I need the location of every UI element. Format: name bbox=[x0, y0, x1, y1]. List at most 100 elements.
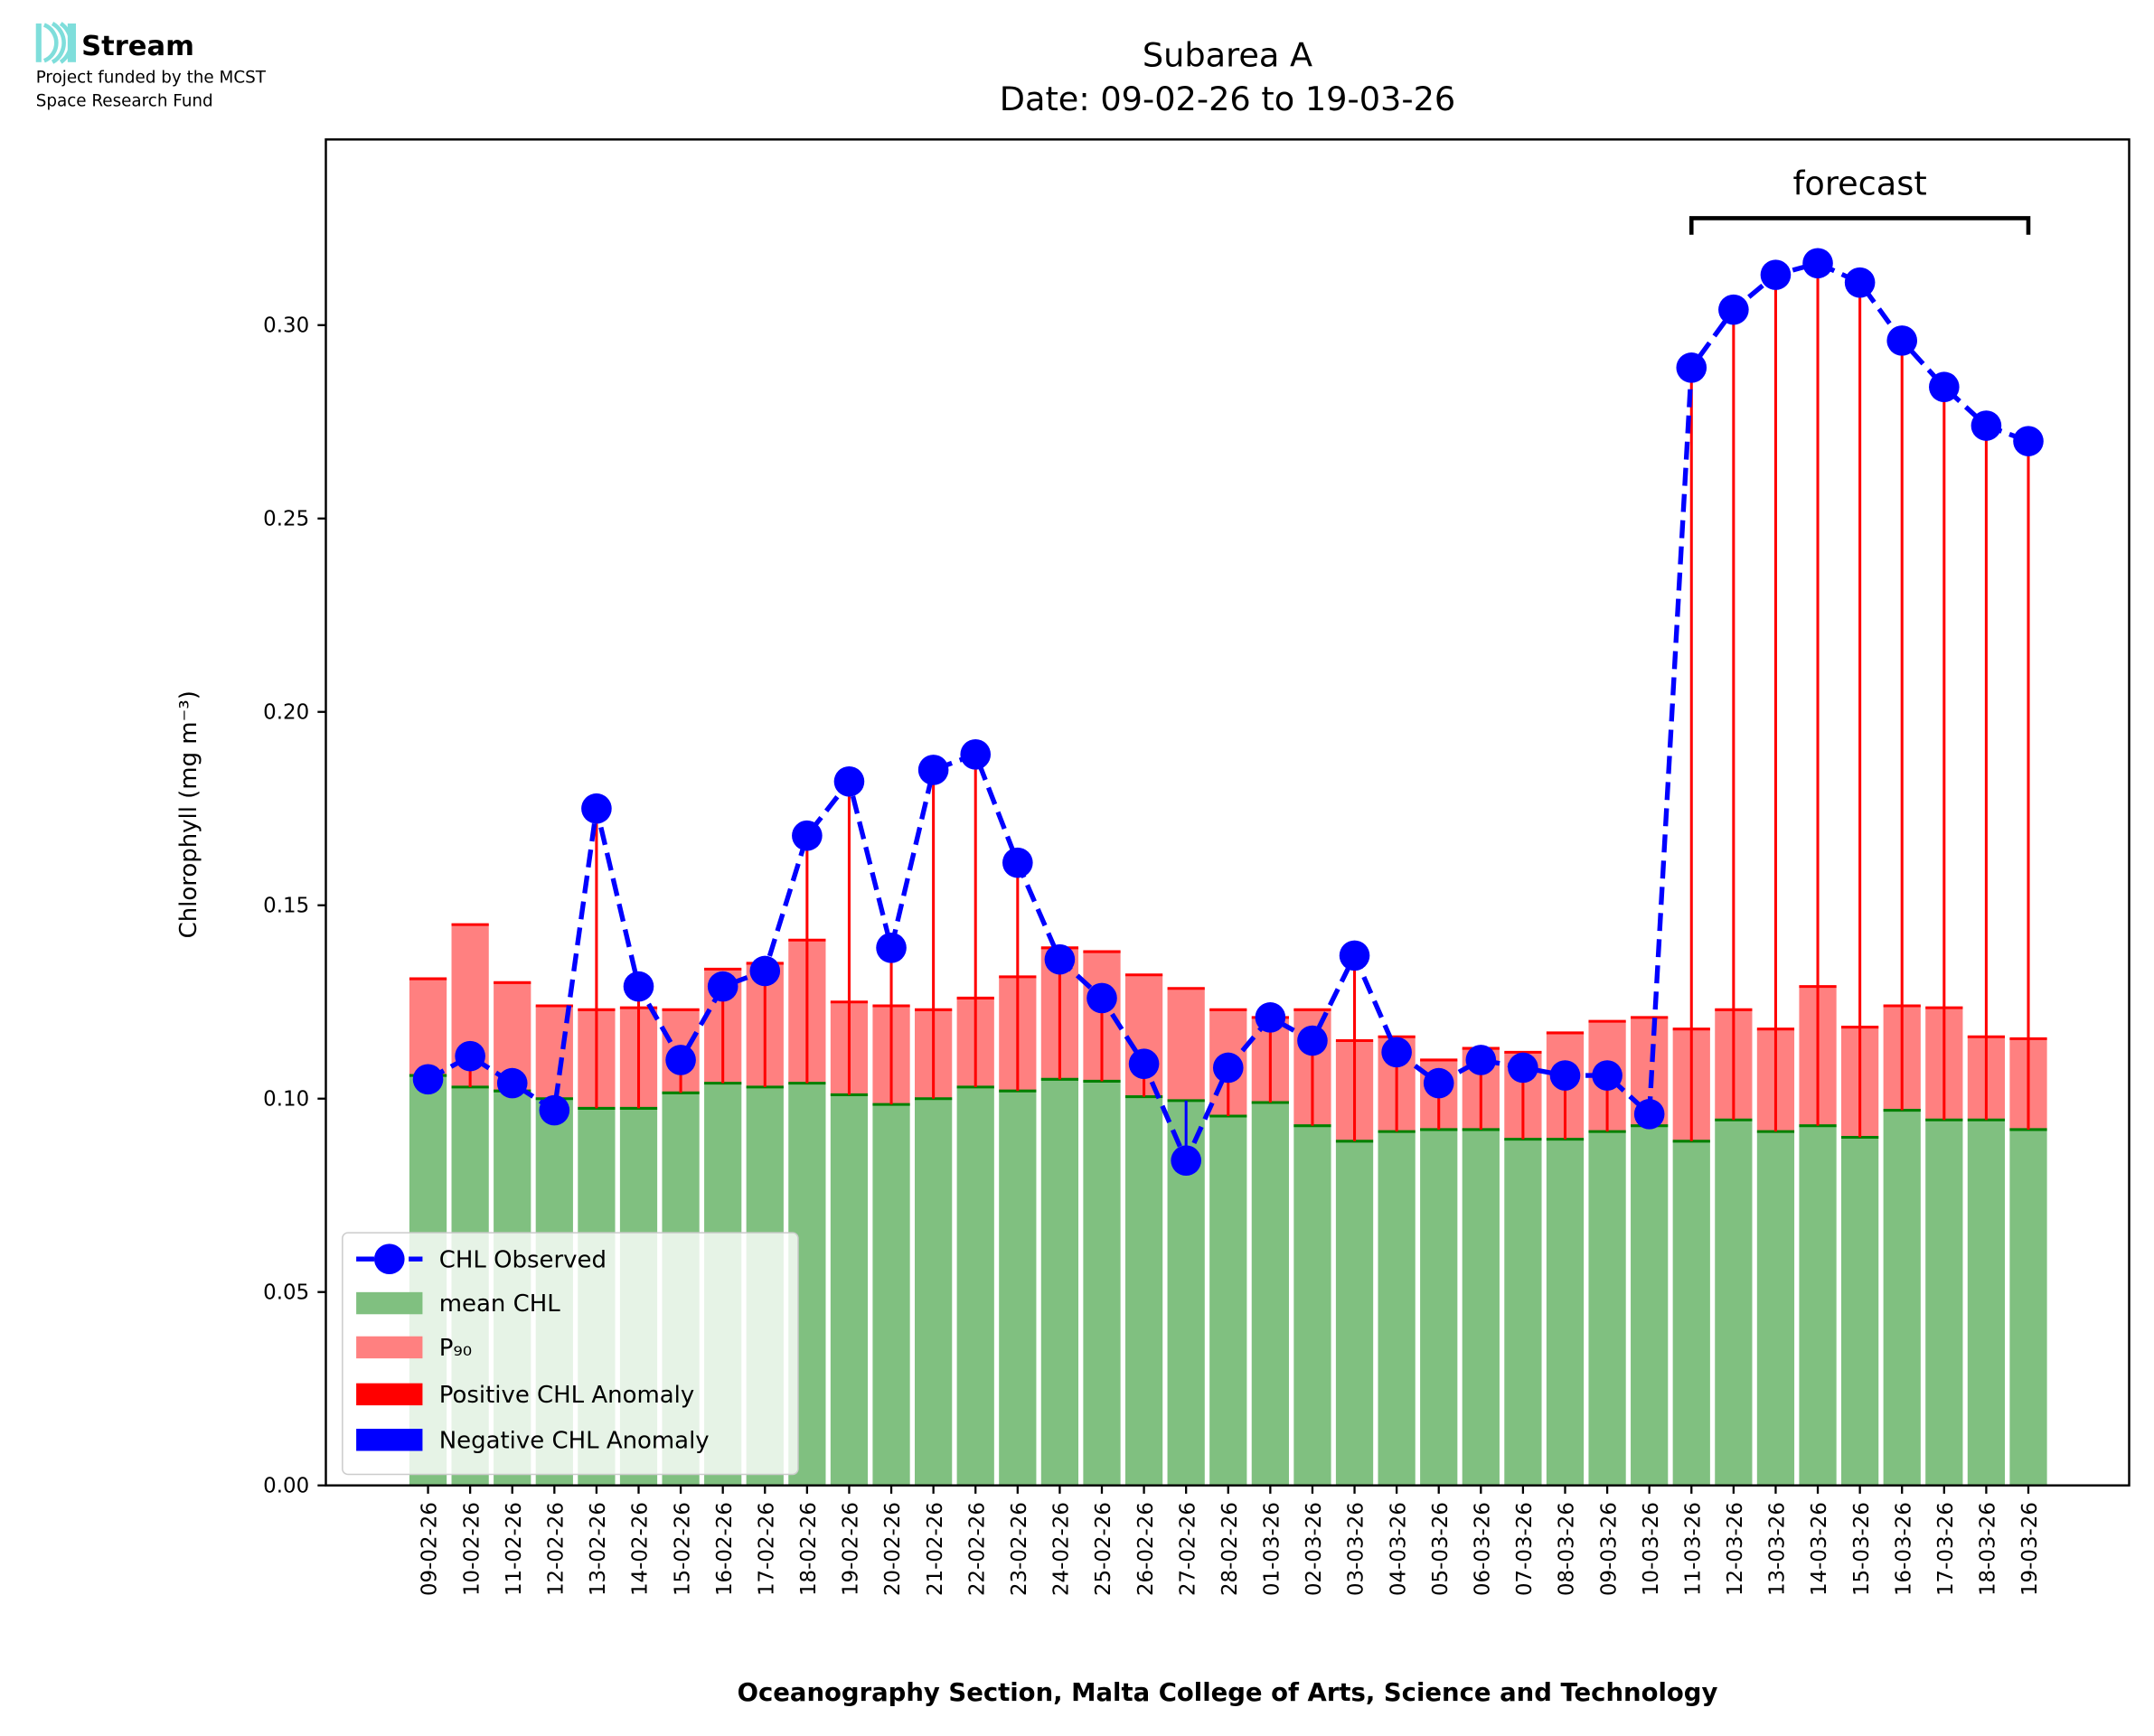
x-tick-label: 22-02-26 bbox=[965, 1502, 989, 1596]
x-tick-label: 13-03-26 bbox=[1766, 1502, 1790, 1596]
chart-title: Subarea A bbox=[1143, 35, 1312, 74]
observed-point bbox=[960, 739, 992, 770]
mean-bar bbox=[1967, 1120, 2006, 1486]
observed-point bbox=[1549, 1060, 1581, 1091]
observed-point bbox=[1465, 1045, 1497, 1075]
observed-point bbox=[1381, 1037, 1412, 1068]
y-tick-label: 0.30 bbox=[263, 314, 309, 337]
x-tick-label: 01-03-26 bbox=[1261, 1502, 1284, 1596]
x-tick-label: 19-02-26 bbox=[840, 1502, 863, 1596]
mean-bar bbox=[1631, 1125, 1669, 1486]
mean-bar bbox=[1462, 1129, 1500, 1486]
observed-point bbox=[496, 1067, 528, 1099]
p90-bar bbox=[1167, 988, 1205, 1101]
legend-label: mean CHL bbox=[439, 1290, 560, 1318]
x-tick-label: 02-03-26 bbox=[1303, 1502, 1326, 1596]
x-tick-label: 17-03-26 bbox=[1934, 1502, 1958, 1596]
mean-bar bbox=[1209, 1115, 1247, 1486]
observed-point bbox=[1802, 248, 1833, 279]
y-tick-label: 0.15 bbox=[263, 894, 309, 917]
x-tick-label: 12-02-26 bbox=[544, 1502, 568, 1596]
x-tick-label: 07-03-26 bbox=[1513, 1502, 1537, 1596]
x-tick-label: 14-02-26 bbox=[629, 1502, 653, 1596]
observed-point bbox=[1212, 1052, 1244, 1084]
observed-point bbox=[1760, 259, 1792, 290]
x-tick-label: 15-02-26 bbox=[671, 1502, 694, 1596]
mean-bar bbox=[1799, 1125, 1837, 1486]
x-axis-label: Oceanography Section, Malta College of A… bbox=[738, 1678, 1718, 1707]
x-tick-label: 03-03-26 bbox=[1345, 1502, 1369, 1596]
x-tick-label: 10-02-26 bbox=[460, 1502, 484, 1596]
mean-bar bbox=[1378, 1131, 1416, 1486]
observed-point bbox=[1423, 1067, 1454, 1099]
x-tick-label: 16-03-26 bbox=[1892, 1502, 1915, 1596]
observed-point bbox=[1128, 1048, 1160, 1080]
observed-point bbox=[581, 793, 612, 824]
mean-bar bbox=[1756, 1131, 1795, 1486]
mean-bar bbox=[872, 1104, 910, 1486]
x-tick-label: 18-02-26 bbox=[797, 1502, 821, 1596]
forecast-label: forecast bbox=[1793, 164, 1927, 202]
observed-point bbox=[833, 765, 865, 797]
legend-swatch-icon bbox=[356, 1336, 423, 1359]
y-tick-label: 0.10 bbox=[263, 1087, 309, 1111]
p90-bar bbox=[409, 979, 447, 1076]
mean-bar bbox=[1124, 1096, 1163, 1486]
x-tick-label: 19-03-26 bbox=[2018, 1502, 2042, 1596]
legend-marker-icon bbox=[373, 1243, 405, 1274]
mean-bar bbox=[1546, 1139, 1585, 1486]
legend-swatch-icon bbox=[356, 1383, 423, 1406]
x-tick-label: 05-03-26 bbox=[1429, 1502, 1453, 1596]
chart-subtitle: Date: 09-02-26 to 19-03-26 bbox=[1000, 80, 1456, 118]
y-tick-label: 0.05 bbox=[263, 1281, 309, 1304]
x-tick-label: 14-03-26 bbox=[1808, 1502, 1831, 1596]
mean-bar bbox=[1883, 1110, 1921, 1486]
x-tick-label: 09-03-26 bbox=[1597, 1502, 1621, 1596]
x-tick-label: 09-02-26 bbox=[419, 1502, 442, 1596]
mean-bar bbox=[1420, 1129, 1458, 1486]
mean-bar bbox=[1040, 1079, 1079, 1486]
observed-point bbox=[792, 820, 823, 851]
mean-bar bbox=[1841, 1137, 1879, 1486]
x-tick-label: 17-02-26 bbox=[755, 1502, 778, 1596]
x-tick-label: 24-02-26 bbox=[1050, 1502, 1074, 1596]
observed-point bbox=[1339, 940, 1370, 971]
observed-point bbox=[1633, 1099, 1665, 1130]
mean-bar bbox=[956, 1086, 994, 1486]
x-tick-label: 06-03-26 bbox=[1471, 1502, 1494, 1596]
observed-point bbox=[1297, 1025, 1328, 1056]
x-tick-label: 20-02-26 bbox=[881, 1502, 905, 1596]
legend-label: P₉₀ bbox=[439, 1335, 472, 1362]
legend-box bbox=[342, 1232, 799, 1476]
x-tick-label: 10-03-26 bbox=[1640, 1502, 1663, 1596]
legend-swatch-icon bbox=[356, 1429, 423, 1451]
mean-bar bbox=[1293, 1125, 1331, 1486]
y-tick-label: 0.20 bbox=[263, 700, 309, 724]
x-tick-label: 25-02-26 bbox=[1092, 1502, 1115, 1596]
x-tick-label: 12-03-26 bbox=[1724, 1502, 1747, 1596]
observed-point bbox=[1718, 294, 1749, 325]
observed-point bbox=[665, 1045, 696, 1075]
x-tick-label: 28-02-26 bbox=[1218, 1502, 1242, 1596]
stream-logo-icon bbox=[35, 22, 77, 64]
x-tick-label: 27-02-26 bbox=[1176, 1502, 1199, 1596]
y-tick-label: 0.25 bbox=[263, 507, 309, 530]
mean-bar bbox=[999, 1091, 1037, 1486]
mean-bar bbox=[1335, 1140, 1374, 1486]
observed-point bbox=[412, 1064, 444, 1095]
legend: CHL Observed mean CHL P₉₀ Positive CHL Anom… bbox=[342, 1232, 799, 1476]
mean-bar bbox=[1715, 1120, 1753, 1486]
mean-bar bbox=[1083, 1081, 1121, 1486]
mean-bar bbox=[2009, 1129, 2047, 1486]
observed-point bbox=[1971, 410, 2002, 441]
observed-point bbox=[917, 755, 949, 785]
x-tick-label: 21-02-26 bbox=[924, 1502, 947, 1596]
mean-bar bbox=[915, 1098, 953, 1486]
observed-point bbox=[455, 1040, 485, 1072]
observed-point bbox=[1002, 847, 1033, 878]
legend-label: CHL Observed bbox=[439, 1246, 607, 1273]
x-tick-label: 13-02-26 bbox=[587, 1502, 610, 1596]
observed-point bbox=[2013, 426, 2044, 456]
logo: Stream Project funded by the MCST Space … bbox=[35, 22, 267, 111]
